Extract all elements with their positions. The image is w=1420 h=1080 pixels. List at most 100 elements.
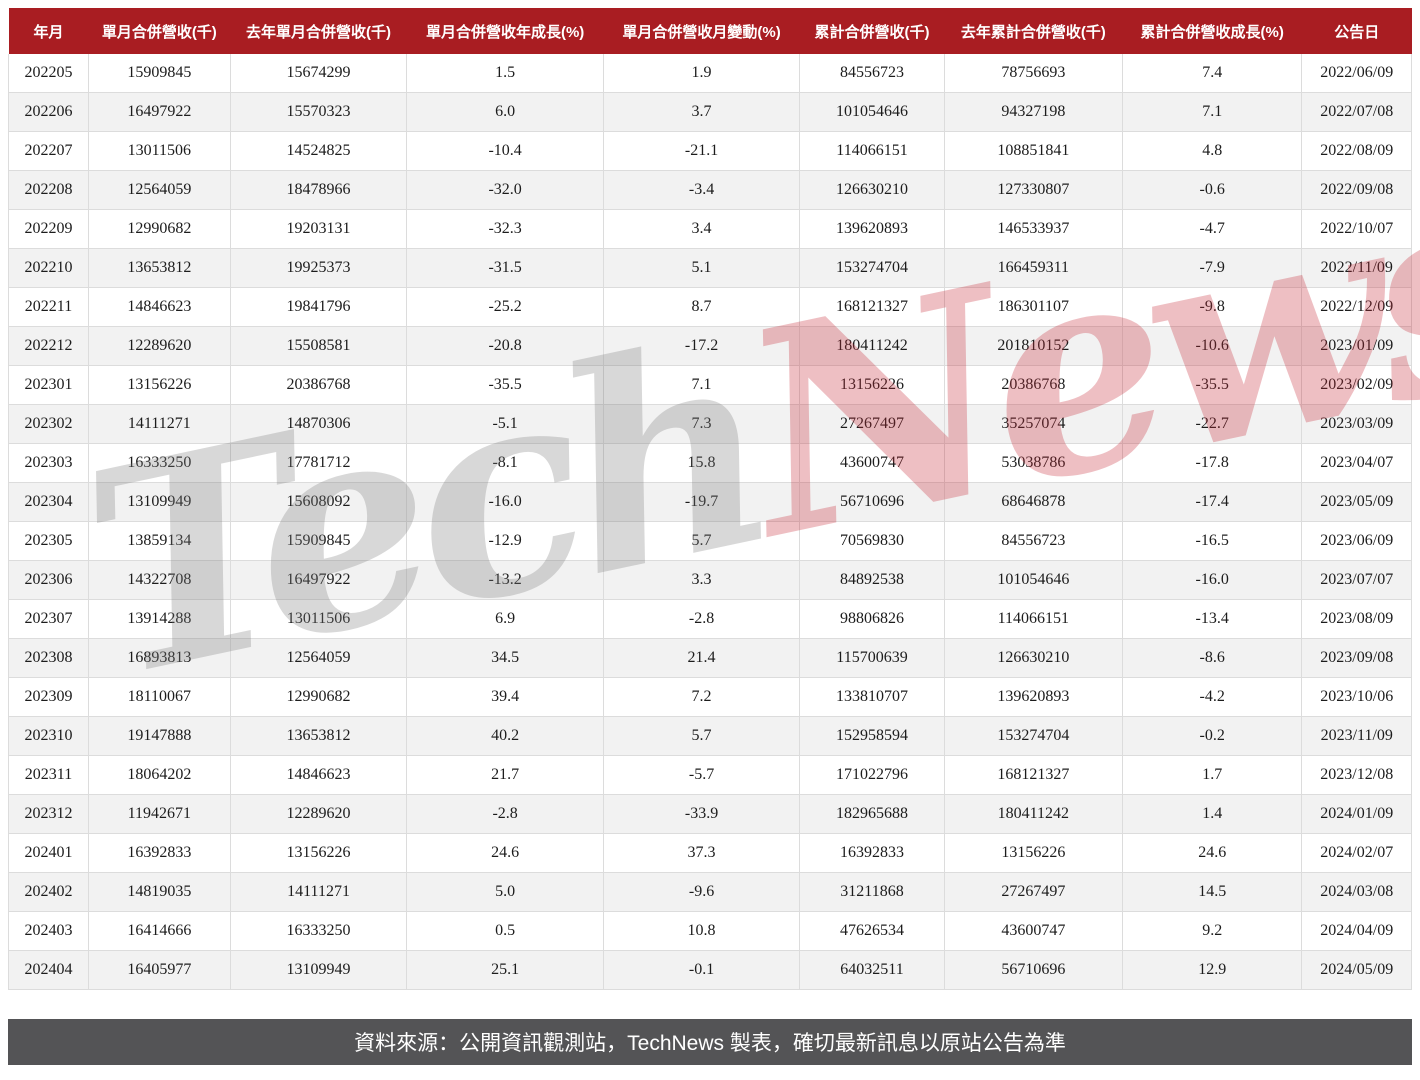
table-cell: -0.6 [1121,170,1303,210]
table-row: 202205 15909845 15674299 1.5 1.9 84556723 7875… [8,54,1412,93]
table-cell: 202212 [8,326,89,366]
table-cell: -5.7 [602,755,801,795]
table-cell: 166459311 [943,248,1123,288]
table-cell: 84556723 [799,54,945,93]
table-cell: 202304 [8,482,89,522]
table-cell: 2024/04/09 [1301,911,1412,951]
table-cell: 35257074 [943,404,1123,444]
table-cell: 202308 [8,638,89,678]
table-row: 202307 13914288 13011506 6.9 -2.8 98806826 114… [8,599,1412,639]
table-cell: 14846623 [87,287,231,327]
table-cell: -13.2 [406,560,604,600]
table-cell: 13156226 [943,833,1123,873]
table-cell: 202211 [8,287,89,327]
table-cell: 14111271 [87,404,231,444]
table-cell: 1.5 [406,54,604,93]
table-cell: 2022/07/08 [1301,92,1412,132]
table-cell: 202208 [8,170,89,210]
table-cell: 84892538 [799,560,945,600]
table-cell: 68646878 [943,482,1123,522]
table-cell: 16333250 [229,911,408,951]
table-cell: 152958594 [799,716,945,756]
table-cell: 0.5 [406,911,604,951]
table-cell: 15909845 [87,54,231,93]
table-cell: 12564059 [229,638,408,678]
table-cell: -4.7 [1121,209,1303,249]
table-cell: 13156226 [229,833,408,873]
table-cell: 1.4 [1121,794,1303,834]
table-cell: 202207 [8,131,89,171]
table-cell: -0.2 [1121,716,1303,756]
table-cell: 16497922 [87,92,231,132]
table-row: 202312 11942671 12289620 -2.8 -33.9 182965688… [8,794,1412,834]
source-footer-text: 資料來源：公開資訊觀測站，TechNews 製表，確切最新訊息以原站公告為準 [354,1032,1066,1055]
table-header-row: 年月 單月合併營收(千) 去年單月合併營收(千) 單月合併營收年成長(%) 單月… [8,8,1412,54]
table-cell: 202306 [8,560,89,600]
table-cell: 34.5 [406,638,604,678]
table-cell: -12.9 [406,521,604,561]
table-cell: 17781712 [229,443,408,483]
table-cell: 19925373 [229,248,408,288]
table-cell: 202301 [8,365,89,405]
table-cell: 7.4 [1121,54,1303,93]
table-cell: 13011506 [229,599,408,639]
table-cell: -16.0 [406,482,604,522]
table-cell: 2023/10/06 [1301,677,1412,717]
table-cell: -3.4 [602,170,801,210]
table-row: 202211 14846623 19841796 -25.2 8.7 168121327 1… [8,287,1412,327]
table-cell: 15909845 [229,521,408,561]
table-cell: 3.3 [602,560,801,600]
table-cell: 153274704 [943,716,1123,756]
table-cell: 12289620 [229,794,408,834]
table-cell: 27267497 [799,404,945,444]
table-cell: 182965688 [799,794,945,834]
table-cell: 5.7 [602,716,801,756]
table-cell: 24.6 [1121,833,1303,873]
table-cell: 47626534 [799,911,945,951]
source-footer-bar: 資料來源：公開資訊觀測站，TechNews 製表，確切最新訊息以原站公告為準 [8,1019,1412,1065]
table-cell: 13109949 [229,950,408,990]
table-cell: 2024/01/09 [1301,794,1412,834]
table-row: 202404 16405977 13109949 25.1 -0.1 64032511 56… [8,950,1412,990]
table-cell: 202305 [8,521,89,561]
table-cell: 4.8 [1121,131,1303,171]
table-cell: 16893813 [87,638,231,678]
table-cell: 3.7 [602,92,801,132]
table-cell: 5.0 [406,872,604,912]
table-cell: -31.5 [406,248,604,288]
table-row: 202311 18064202 14846623 21.7 -5.7 171022796 1… [8,755,1412,795]
table-cell: -32.3 [406,209,604,249]
table-cell: -9.6 [602,872,801,912]
table-cell: 202210 [8,248,89,288]
table-cell: -16.0 [1121,560,1303,600]
table-cell: 12990682 [229,677,408,717]
table-row: 202305 13859134 15909845 -12.9 5.7 70569830 84… [8,521,1412,561]
table-cell: 15.8 [602,443,801,483]
table-cell: 31211868 [799,872,945,912]
monthly-revenue-table: 年月 單月合併營收(千) 去年單月合併營收(千) 單月合併營收年成長(%) 單月… [8,8,1412,990]
table-cell: 5.1 [602,248,801,288]
table-row: 202403 16414666 16333250 0.5 10.8 47626534 436… [8,911,1412,951]
table-cell: 202205 [8,54,89,93]
table-body: 202205 15909845 15674299 1.5 1.9 84556723 7875… [8,54,1412,990]
column-header-cumulative-revenue: 累計合併營收(千) [799,8,945,54]
table-cell: 202404 [8,950,89,990]
table-cell: -25.2 [406,287,604,327]
table-cell: 2022/12/09 [1301,287,1412,327]
table-cell: -17.2 [602,326,801,366]
column-header-mom-change: 單月合併營收月變動(%) [603,8,800,54]
table-cell: 2023/05/09 [1301,482,1412,522]
table-cell: -35.5 [1121,365,1303,405]
table-cell: 27267497 [943,872,1123,912]
table-cell: 13011506 [87,131,231,171]
table-cell: -19.7 [602,482,801,522]
table-cell: -35.5 [406,365,604,405]
table-cell: 101054646 [799,92,945,132]
table-cell: 2022/08/09 [1301,131,1412,171]
column-header-yoy-growth: 單月合併營收年成長(%) [406,8,604,54]
table-cell: 53038786 [943,443,1123,483]
table-cell: 56710696 [799,482,945,522]
table-cell: 16392833 [799,833,945,873]
table-cell: 139620893 [799,209,945,249]
table-row: 202310 19147888 13653812 40.2 5.7 152958594 15… [8,716,1412,756]
